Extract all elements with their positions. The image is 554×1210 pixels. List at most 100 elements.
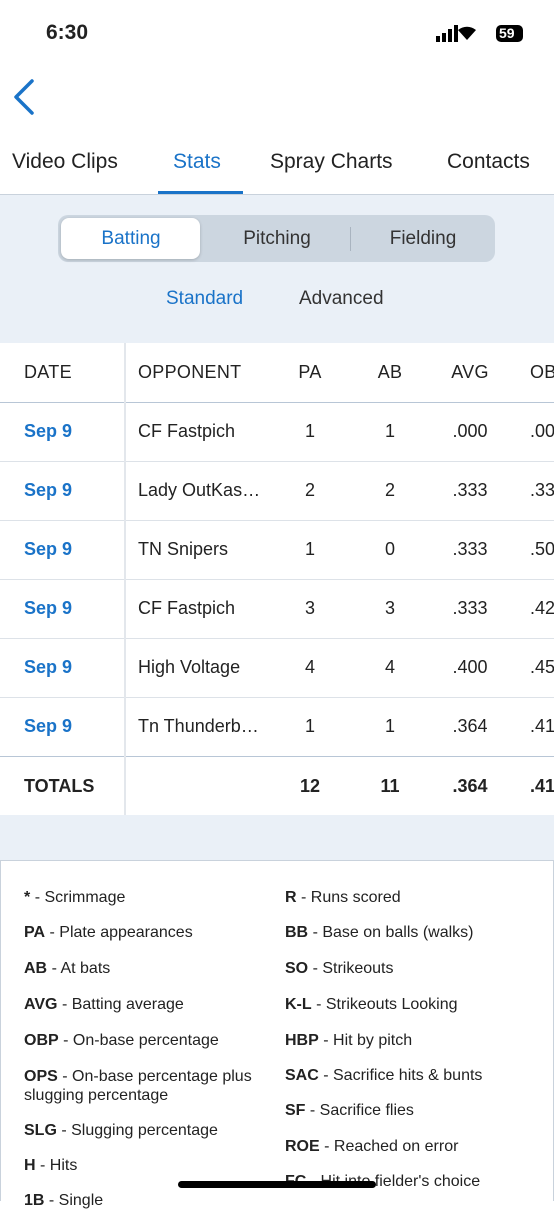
table-row: Sep 9 TN Snipers 1 0 .333 .50 (0, 520, 554, 580)
table-row: Sep 9 Lady OutKas… 2 2 .333 .33 (0, 461, 554, 521)
legend-item: SLG - Slugging percentage (24, 1121, 269, 1140)
table-cell: TN Snipers (138, 539, 229, 559)
table-cell: 1 (304, 539, 315, 559)
table-cell: 2 (304, 480, 315, 500)
tab[interactable]: Contacts (447, 150, 530, 173)
table-cell: Sep 9 (24, 421, 73, 441)
table-cell: Tn Thunderb… (138, 716, 259, 736)
legend-abbr: SF (285, 1102, 306, 1119)
table-cell: .333 (452, 480, 488, 500)
table-cell: OPPONENT (138, 362, 242, 382)
legend-abbr: H (24, 1157, 36, 1174)
table-cell: OB (530, 362, 554, 382)
legend-desc: - Strikeouts (312, 960, 394, 977)
table-cell: Sep 9 (24, 539, 73, 559)
tab-underline (158, 191, 243, 194)
legend-item: PA - Plate appearances (24, 923, 269, 942)
table-cell: AVG (451, 362, 489, 382)
sub-tab[interactable]: Standard (166, 288, 244, 309)
table-cell: TOTALS (24, 776, 95, 796)
legend-item: SF - Sacrifice flies (285, 1101, 530, 1120)
table-cell: 1 (384, 716, 395, 736)
legend-abbr: HBP (285, 1032, 319, 1049)
legend-item: SAC - Sacrifice hits & bunts (285, 1066, 530, 1085)
segment[interactable]: Fielding (389, 228, 457, 249)
legend-desc: - Strikeouts Looking (316, 996, 458, 1013)
legend-abbr: R (285, 889, 297, 906)
legend-item: ROE - Reached on error (285, 1137, 530, 1156)
legend-item: SO - Strikeouts (285, 959, 530, 978)
legend-abbr: K-L (285, 996, 312, 1013)
legend-abbr: AVG (24, 996, 58, 1013)
tab[interactable]: Spray Charts (270, 150, 393, 173)
battery-level: 59 (499, 25, 515, 41)
table-cell: .000 (452, 421, 488, 441)
segment[interactable]: Pitching (243, 228, 311, 249)
table-cell: .41 (530, 716, 554, 736)
table-cell: 1 (384, 421, 395, 441)
table-cell: 1 (304, 421, 315, 441)
legend-desc: - Runs scored (301, 889, 401, 906)
legend-desc: - Plate appearances (49, 924, 193, 941)
table-cell: PA (298, 362, 322, 382)
legend-item: AB - At bats (24, 959, 269, 978)
table-cell: 0 (384, 539, 395, 559)
legend-abbr: 1B (24, 1192, 45, 1209)
table-cell: High Voltage (138, 657, 241, 677)
legend-abbr: OBP (24, 1032, 59, 1049)
table-cell: .400 (452, 657, 488, 677)
legend-item: BB - Base on balls (walks) (285, 923, 530, 942)
legend-desc: - Hits (40, 1157, 78, 1174)
table-row: Sep 9 High Voltage 4 4 .400 .45 (0, 638, 554, 698)
table-cell: 3 (304, 598, 315, 618)
legend-item: AVG - Batting average (24, 995, 269, 1014)
table-cell: .333 (452, 598, 488, 618)
legend-item: HBP - Hit by pitch (285, 1031, 530, 1050)
table-cell: AB (377, 362, 403, 382)
legend-desc: - Batting average (61, 996, 184, 1013)
table-cell: 1 (304, 716, 315, 736)
sub-tab[interactable]: Advanced (299, 288, 384, 309)
tab[interactable]: Video Clips (12, 150, 118, 173)
table-cell: Sep 9 (24, 598, 73, 618)
table-row: Sep 9 CF Fastpich 3 3 .333 .42 (0, 579, 554, 639)
legend-desc: - On-base percentage plus slugging perce… (24, 1068, 252, 1104)
home-indicator (178, 1181, 376, 1188)
legend-abbr: * (24, 889, 31, 906)
tab[interactable]: Stats (173, 150, 221, 173)
legend-abbr: PA (24, 924, 46, 941)
legend-abbr: AB (24, 960, 48, 977)
table-cell: Lady OutKas… (138, 480, 261, 500)
table-cell: 2 (384, 480, 395, 500)
table-cell: Sep 9 (24, 657, 73, 677)
table-cell: .364 (452, 776, 488, 796)
back-button[interactable] (10, 78, 40, 118)
legend-abbr: SLG (24, 1122, 57, 1139)
legend-abbr: OPS (24, 1068, 58, 1085)
table-cell: 4 (384, 657, 395, 677)
table-cell: CF Fastpich (138, 421, 236, 441)
legend-desc: - Sacrifice hits & bunts (323, 1067, 483, 1084)
table-cell: CF Fastpich (138, 598, 236, 618)
table-cell: .41 (530, 776, 554, 796)
table-cell: .42 (530, 598, 554, 618)
segment[interactable]: Batting (101, 228, 161, 249)
table-cell: DATE (24, 362, 72, 382)
table-cell: Sep 9 (24, 480, 73, 500)
header-row: DATE OPPONENT PA AB AVG OB (0, 343, 554, 403)
table-cell: 11 (380, 776, 400, 796)
table-cell: Sep 9 (24, 716, 73, 736)
table-cell: 12 (299, 776, 321, 796)
legend-item: H - Hits (24, 1156, 269, 1175)
legend-abbr: BB (285, 924, 309, 941)
legend-item: K-L - Strikeouts Looking (285, 995, 530, 1014)
table-cell: 3 (384, 598, 395, 618)
legend-item: OBP - On-base percentage (24, 1031, 269, 1050)
table-cell: .364 (452, 716, 488, 736)
legend-desc: - Scrimmage (34, 889, 126, 906)
legend-desc: - Single (48, 1192, 104, 1209)
totals-row: TOTALS 12 11 .364 .41 (0, 756, 554, 816)
legend-item: R - Runs scored (285, 888, 530, 907)
legend-desc: - Slugging percentage (61, 1122, 218, 1139)
